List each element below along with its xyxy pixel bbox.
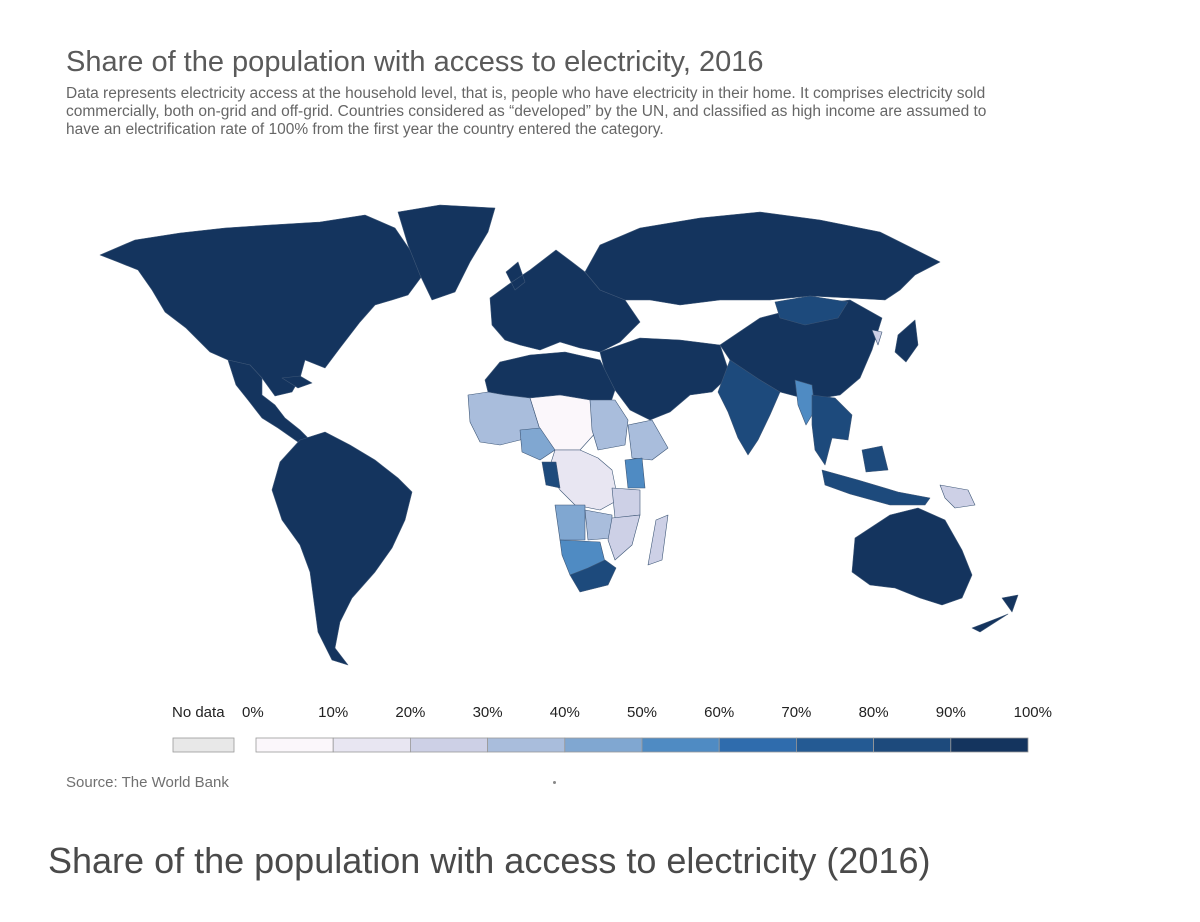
region-central-america <box>227 359 313 443</box>
legend-swatch <box>796 737 875 753</box>
legend-tick-label: 50% <box>626 704 658 721</box>
legend-tick-label: 70% <box>781 704 812 721</box>
region-sudan <box>589 399 629 451</box>
region-europe <box>489 249 641 353</box>
legend-swatch <box>950 737 1029 753</box>
region-myanmar <box>794 379 816 426</box>
region-mozambique <box>607 514 641 561</box>
region-south-america <box>271 431 413 666</box>
region-australia <box>851 507 973 606</box>
map-subtitle: Data represents electricity access at th… <box>66 85 987 138</box>
region-south-africa <box>569 559 617 593</box>
legend-tick-label: 40% <box>549 704 580 721</box>
region-greenland <box>397 204 496 301</box>
region-nigeria <box>519 427 556 461</box>
image-caption: Share of the population with access to e… <box>48 840 931 881</box>
region-mongolia <box>774 295 849 326</box>
region-angola <box>554 504 586 541</box>
legend-tick-label: 10% <box>318 704 349 721</box>
legend-swatch <box>564 737 643 753</box>
region-kenya <box>624 457 646 489</box>
region-indonesia <box>821 445 931 506</box>
legend-swatch <box>718 737 797 753</box>
region-japan <box>894 319 919 363</box>
region-ethiopia <box>627 419 669 461</box>
legend-swatch <box>255 737 334 753</box>
region-madagascar <box>647 514 669 566</box>
region-gabon <box>541 461 561 489</box>
map-title: Share of the population with access to e… <box>66 46 764 78</box>
legend-swatch <box>487 737 566 753</box>
region-southeast-asia <box>811 394 853 466</box>
legend-swatch <box>873 737 952 753</box>
legend-tick-label: 100% <box>1013 704 1052 721</box>
legend-no-data-label: No data <box>172 704 225 721</box>
legend-tick-label: 90% <box>935 704 966 721</box>
legend-tick-label: 60% <box>704 704 735 721</box>
stray-dot <box>553 781 556 784</box>
legend-tick-label: 0% <box>242 704 264 721</box>
legend-swatch <box>332 737 411 753</box>
region-india <box>717 359 781 456</box>
legend-tick-label: 20% <box>395 704 426 721</box>
legend-tick-label: 80% <box>858 704 889 721</box>
legend-no-data-swatch <box>172 737 235 753</box>
legend-swatch <box>409 737 488 753</box>
source-note: Source: The World Bank <box>66 774 229 791</box>
legend-swatch <box>641 737 720 753</box>
region-north-america <box>99 214 426 397</box>
region-papua-new-guinea <box>939 484 976 509</box>
region-new-zealand <box>971 594 1019 633</box>
region-russia <box>584 211 941 306</box>
region-north-korea <box>871 329 883 346</box>
legend-tick-label: 30% <box>472 704 503 721</box>
